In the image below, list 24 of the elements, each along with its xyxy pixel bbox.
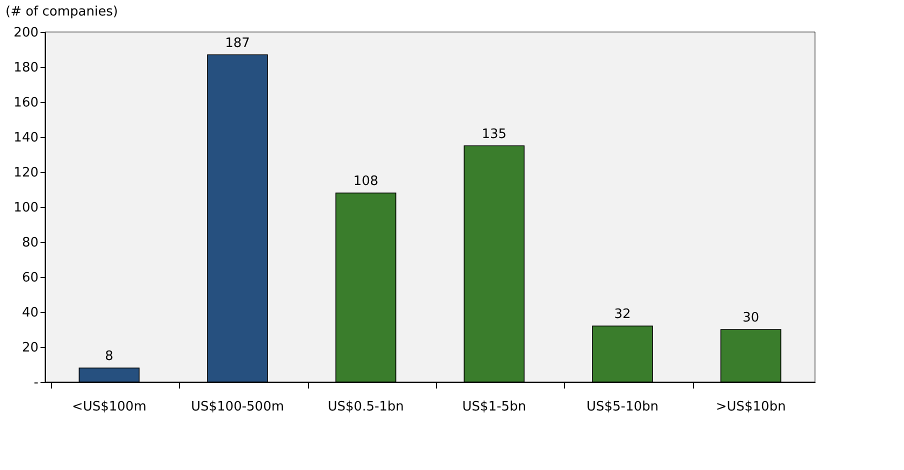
y-axis-title: (# of companies)	[6, 4, 118, 20]
y-tick-label: 120	[14, 166, 38, 180]
y-tick-label: 100	[14, 200, 38, 216]
x-tick-label: <US$100m	[72, 400, 146, 414]
y-tick-label: 80	[22, 236, 38, 250]
y-tick-label: 20	[22, 340, 38, 356]
data-label: 108	[353, 174, 378, 189]
x-tick-label: US$100-500m	[190, 400, 284, 414]
data-label: 32	[614, 307, 631, 322]
x-tick-label: >US$10bn	[716, 400, 786, 414]
data-label: 135	[482, 126, 507, 142]
y-tick-label: 160	[14, 96, 38, 110]
data-label: 187	[225, 36, 250, 51]
y-tick-label: 40	[22, 306, 38, 320]
y-tick-label: -	[34, 376, 39, 390]
x-tick-label: US$5-10bn	[586, 400, 659, 414]
y-tick-label: 200	[14, 26, 38, 40]
x-tick-label: US$0.5-1bn	[328, 400, 404, 414]
x-tick-label: US$1-5bn	[462, 400, 526, 414]
data-label: 30	[742, 310, 760, 326]
y-tick-label: 60	[22, 270, 38, 286]
y-tick-label: 180	[14, 60, 38, 76]
y-tick-label: 140	[14, 130, 38, 146]
data-label: 8	[105, 349, 114, 364]
